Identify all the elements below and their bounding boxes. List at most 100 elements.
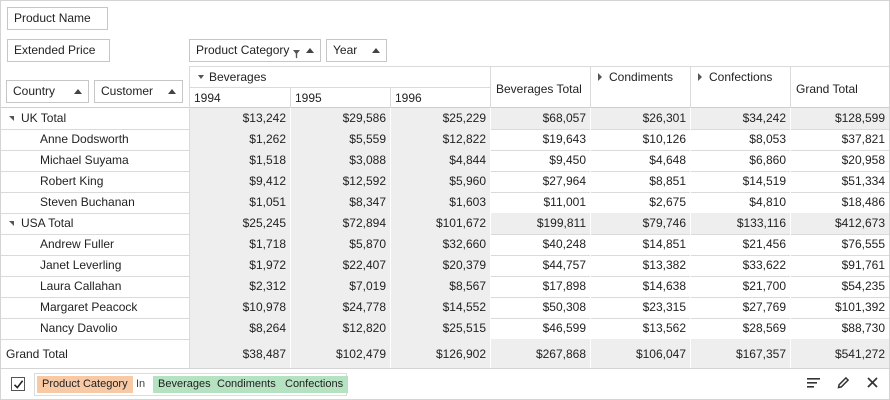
- data-cell[interactable]: $12,592: [342, 174, 386, 188]
- data-cell[interactable]: $46,599: [542, 321, 586, 335]
- data-cell[interactable]: $8,264: [249, 321, 286, 335]
- data-cell[interactable]: $27,964: [542, 174, 586, 188]
- column-header-beverages-total[interactable]: Beverages Total: [496, 82, 582, 96]
- data-cell[interactable]: $14,851: [642, 237, 686, 251]
- data-cell[interactable]: $1,262: [249, 132, 286, 146]
- field-year[interactable]: Year: [326, 39, 387, 62]
- data-cell[interactable]: $12,822: [442, 132, 486, 146]
- grand-total-cell[interactable]: $167,357: [735, 347, 786, 361]
- data-cell[interactable]: $37,821: [841, 132, 885, 146]
- row-header-customer[interactable]: Robert King: [40, 174, 104, 188]
- filter-value-chip[interactable]: Confections: [280, 376, 349, 393]
- data-cell[interactable]: $76,555: [841, 237, 885, 251]
- row-header-customer[interactable]: Janet Leverling: [40, 258, 122, 272]
- data-cell[interactable]: $20,958: [841, 153, 885, 167]
- data-cell[interactable]: $4,648: [649, 153, 686, 167]
- data-cell[interactable]: $14,552: [442, 300, 486, 314]
- data-cell[interactable]: $412,673: [834, 216, 885, 230]
- data-cell[interactable]: $12,820: [342, 321, 386, 335]
- data-cell[interactable]: $9,450: [549, 153, 586, 167]
- data-cell[interactable]: $91,761: [841, 258, 885, 272]
- collapse-icon[interactable]: [9, 221, 14, 226]
- data-cell[interactable]: $4,844: [449, 153, 486, 167]
- row-header-customer[interactable]: Michael Suyama: [40, 153, 129, 167]
- data-cell[interactable]: $19,643: [542, 132, 586, 146]
- data-cell[interactable]: $14,638: [642, 279, 686, 293]
- data-cell[interactable]: $10,126: [642, 132, 686, 146]
- data-cell[interactable]: $11,001: [543, 195, 587, 209]
- data-cell[interactable]: $22,407: [342, 258, 386, 272]
- data-cell[interactable]: $25,515: [442, 321, 486, 335]
- data-cell[interactable]: $8,347: [349, 195, 386, 209]
- row-header-customer[interactable]: Margaret Peacock: [40, 300, 138, 314]
- data-cell[interactable]: $1,718: [249, 237, 286, 251]
- row-header-customer[interactable]: Andrew Fuller: [40, 237, 115, 251]
- filter-value-chip[interactable]: Beverages: [153, 376, 216, 393]
- data-cell[interactable]: $7,019: [349, 279, 386, 293]
- data-cell[interactable]: $5,960: [449, 174, 486, 188]
- data-cell[interactable]: $68,057: [542, 111, 586, 125]
- data-cell[interactable]: $26,301: [642, 111, 686, 125]
- data-cell[interactable]: $25,245: [242, 216, 286, 230]
- data-cell[interactable]: $14,519: [742, 174, 786, 188]
- data-cell[interactable]: $133,116: [736, 216, 786, 230]
- collapse-icon[interactable]: [198, 74, 204, 79]
- data-cell[interactable]: $4,810: [749, 195, 786, 209]
- data-cell[interactable]: $1,603: [449, 195, 486, 209]
- column-header-condiments[interactable]: Condiments: [598, 70, 673, 84]
- data-cell[interactable]: $20,379: [442, 258, 486, 272]
- data-cell[interactable]: $2,312: [249, 279, 286, 293]
- data-cell[interactable]: $88,730: [841, 321, 885, 335]
- data-cell[interactable]: $13,562: [642, 321, 686, 335]
- row-header-group-total[interactable]: UK Total: [21, 111, 67, 125]
- data-cell[interactable]: $5,559: [349, 132, 386, 146]
- data-cell[interactable]: $25,229: [442, 111, 486, 125]
- data-cell[interactable]: $9,412: [249, 174, 286, 188]
- column-header-confections[interactable]: Confections: [698, 70, 772, 84]
- row-header-grand-total[interactable]: Grand Total: [6, 347, 68, 361]
- grand-total-cell[interactable]: $38,487: [242, 347, 286, 361]
- filter-operator[interactable]: In: [136, 378, 146, 390]
- data-cell[interactable]: $72,894: [342, 216, 386, 230]
- data-cell[interactable]: $33,622: [742, 258, 786, 272]
- prefilter-list-icon[interactable]: [807, 377, 821, 392]
- data-cell[interactable]: $1,051: [249, 195, 286, 209]
- column-header-grand-total[interactable]: Grand Total: [796, 82, 858, 96]
- data-cell[interactable]: $29,586: [342, 111, 386, 125]
- data-cell[interactable]: $79,746: [642, 216, 686, 230]
- data-cell[interactable]: $101,392: [834, 300, 885, 314]
- data-cell[interactable]: $27,769: [742, 300, 786, 314]
- field-country[interactable]: Country: [6, 80, 89, 103]
- data-cell[interactable]: $34,242: [742, 111, 786, 125]
- data-cell[interactable]: $18,486: [841, 195, 885, 209]
- grand-total-cell[interactable]: $102,479: [335, 347, 386, 361]
- filter-value-chip[interactable]: Condiments: [212, 376, 281, 393]
- data-cell[interactable]: $40,248: [542, 237, 586, 251]
- field-product-category[interactable]: Product Category: [189, 39, 321, 62]
- data-cell[interactable]: $28,569: [742, 321, 786, 335]
- data-cell[interactable]: $1,972: [249, 258, 286, 272]
- field-customer[interactable]: Customer: [94, 80, 183, 103]
- grand-total-cell[interactable]: $126,902: [435, 347, 486, 361]
- data-cell[interactable]: $50,308: [542, 300, 586, 314]
- data-cell[interactable]: $21,700: [742, 279, 786, 293]
- grand-total-cell[interactable]: $267,868: [535, 347, 586, 361]
- filter-field-chip[interactable]: Product Category: [37, 376, 133, 393]
- data-cell[interactable]: $6,860: [749, 153, 786, 167]
- data-cell[interactable]: $32,660: [442, 237, 486, 251]
- grand-total-cell[interactable]: $106,047: [635, 347, 686, 361]
- field-extended-price[interactable]: Extended Price: [7, 39, 110, 62]
- data-cell[interactable]: $54,235: [841, 279, 885, 293]
- data-cell[interactable]: $3,088: [349, 153, 386, 167]
- data-cell[interactable]: $10,978: [242, 300, 286, 314]
- column-header-1994[interactable]: 1994: [194, 91, 221, 105]
- row-header-customer[interactable]: Laura Callahan: [40, 279, 122, 293]
- column-header-1996[interactable]: 1996: [395, 91, 422, 105]
- data-cell[interactable]: $8,053: [749, 132, 786, 146]
- data-cell[interactable]: $5,870: [349, 237, 386, 251]
- data-cell[interactable]: $13,242: [242, 111, 286, 125]
- collapse-icon[interactable]: [9, 116, 14, 121]
- data-cell[interactable]: $24,778: [342, 300, 386, 314]
- data-cell[interactable]: $128,599: [834, 111, 885, 125]
- row-header-customer[interactable]: Anne Dodsworth: [40, 132, 129, 146]
